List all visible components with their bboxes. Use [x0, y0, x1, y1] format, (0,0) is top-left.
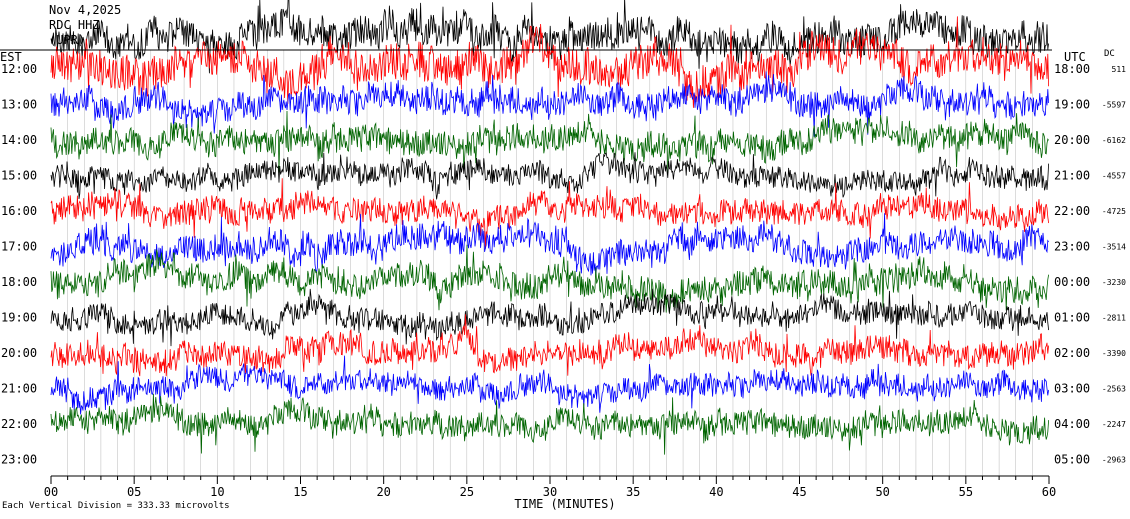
utc-hour-label: 02:00	[1054, 346, 1090, 360]
est-hour-label: 18:00	[1, 275, 37, 289]
est-hour-label: 13:00	[1, 98, 37, 112]
dc-offset-label: -4725	[1102, 207, 1126, 216]
seismic-trace	[50, 71, 1049, 137]
est-hour-label: 15:00	[1, 169, 37, 183]
dc-offset-label: -2247	[1102, 420, 1126, 429]
utc-hour-label: 19:00	[1054, 98, 1090, 112]
utc-hour-label: 20:00	[1054, 133, 1090, 147]
dc-label: DC	[1104, 49, 1115, 59]
x-tick-label: 60	[1042, 485, 1056, 499]
utc-hour-label: 18:00	[1054, 62, 1090, 76]
est-hour-label: 21:00	[1, 382, 37, 396]
seismic-trace	[50, 110, 1049, 174]
est-label: EST	[0, 50, 22, 64]
est-hour-label: 19:00	[1, 311, 37, 325]
seismic-trace	[50, 213, 1049, 276]
x-tick-label: 25	[460, 485, 474, 499]
dc-offset-label: -6162	[1102, 136, 1126, 145]
x-tick-label: 05	[127, 485, 141, 499]
seismic-trace	[50, 152, 1049, 200]
x-tick-label: 55	[959, 485, 973, 499]
est-hour-label: 16:00	[1, 204, 37, 218]
utc-hour-label: 21:00	[1054, 169, 1090, 183]
dc-offset-label: -3514	[1102, 243, 1126, 252]
seismic-trace	[50, 244, 1049, 313]
seismic-trace	[50, 288, 1049, 347]
dc-offset-label: -3230	[1102, 278, 1126, 287]
utc-hour-label: 05:00	[1054, 453, 1090, 467]
seismic-trace	[50, 393, 1049, 455]
est-hour-label: 20:00	[1, 346, 37, 360]
x-tick-label: 30	[543, 485, 557, 499]
utc-hour-label: 04:00	[1054, 417, 1090, 431]
seismic-trace	[50, 178, 1049, 249]
x-tick-label: 20	[376, 485, 390, 499]
x-tick-label: 00	[44, 485, 58, 499]
x-tick-label: 15	[293, 485, 307, 499]
x-tick-label: 40	[709, 485, 723, 499]
utc-label: UTC	[1064, 50, 1086, 64]
utc-hour-label: 22:00	[1054, 204, 1090, 218]
est-hour-label: 14:00	[1, 133, 37, 147]
est-hour-label: 22:00	[1, 417, 37, 431]
utc-hour-label: 23:00	[1054, 240, 1090, 254]
utc-hour-label: 00:00	[1054, 275, 1090, 289]
x-axis-label: TIME (MINUTES)	[514, 497, 616, 511]
plot-date: Nov 4,2025	[49, 3, 122, 17]
station-label: RDC HHZ	[49, 18, 100, 32]
network-label: (UPR)	[49, 33, 86, 47]
x-tick-label: 35	[626, 485, 640, 499]
dc-offset-label: -4557	[1102, 172, 1126, 181]
est-hour-label: 17:00	[1, 240, 37, 254]
dc-offset-label: -3390	[1102, 349, 1126, 358]
est-hour-label: 12:00	[1, 62, 37, 76]
x-axis-ticks: 00 05 10 15 20 25 30 35 40 45 50 55 60	[44, 476, 1056, 499]
utc-hour-label: 03:00	[1054, 382, 1090, 396]
seismic-trace	[50, 355, 1049, 415]
dc-offset-label: -5597	[1102, 101, 1126, 110]
x-tick-label: 10	[210, 485, 224, 499]
est-hour-label: 23:00	[1, 453, 37, 467]
row-labels: 12:00 18:00 511 13:00 19:00 -5597 14:00 20:00 -6…	[1, 62, 1126, 467]
scale-note: Each Vertical Division = 333.33 microvol…	[2, 501, 230, 511]
dc-offset-label: 511	[1112, 65, 1127, 74]
minute-lines	[67, 50, 1033, 476]
seismic-trace	[50, 314, 1049, 377]
dc-offset-label: -2811	[1102, 314, 1126, 323]
dc-offset-label: -2563	[1102, 385, 1126, 394]
utc-hour-label: 01:00	[1054, 311, 1090, 325]
x-tick-label: 45	[792, 485, 806, 499]
x-tick-label: 50	[875, 485, 889, 499]
dc-offset-label: -2963	[1102, 456, 1126, 465]
